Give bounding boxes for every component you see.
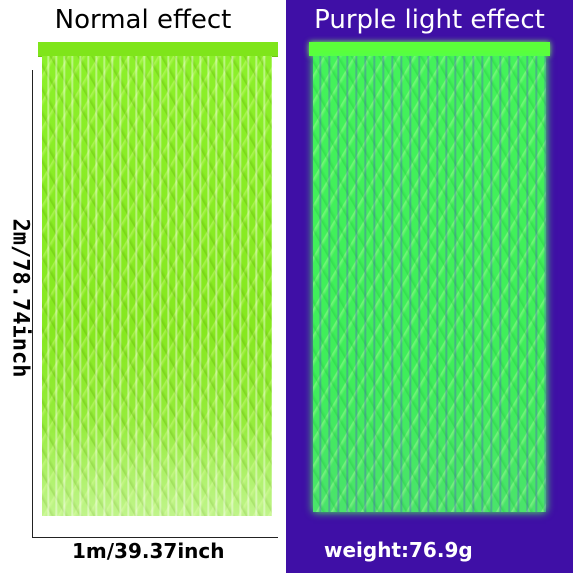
- normal-effect-heading: Normal effect: [54, 5, 232, 35]
- width-label: 1m/39.37inch: [72, 539, 225, 563]
- curtain-glow-image: [313, 56, 546, 512]
- height-dimension-line: [32, 70, 33, 538]
- curtain-glow-header-bar: [309, 42, 550, 56]
- weight-label: weight:76.9g: [324, 538, 473, 562]
- purple-light-heading: Purple light effect: [314, 5, 545, 35]
- curtain-normal-image: [42, 56, 272, 516]
- width-dimension-line: [32, 537, 278, 538]
- curtain-header-bar: [38, 42, 278, 57]
- normal-effect-panel: Normal effect 2m/78.74inch 1m/39.37inch: [0, 0, 286, 573]
- height-label: 2m/78.74inch: [7, 218, 33, 378]
